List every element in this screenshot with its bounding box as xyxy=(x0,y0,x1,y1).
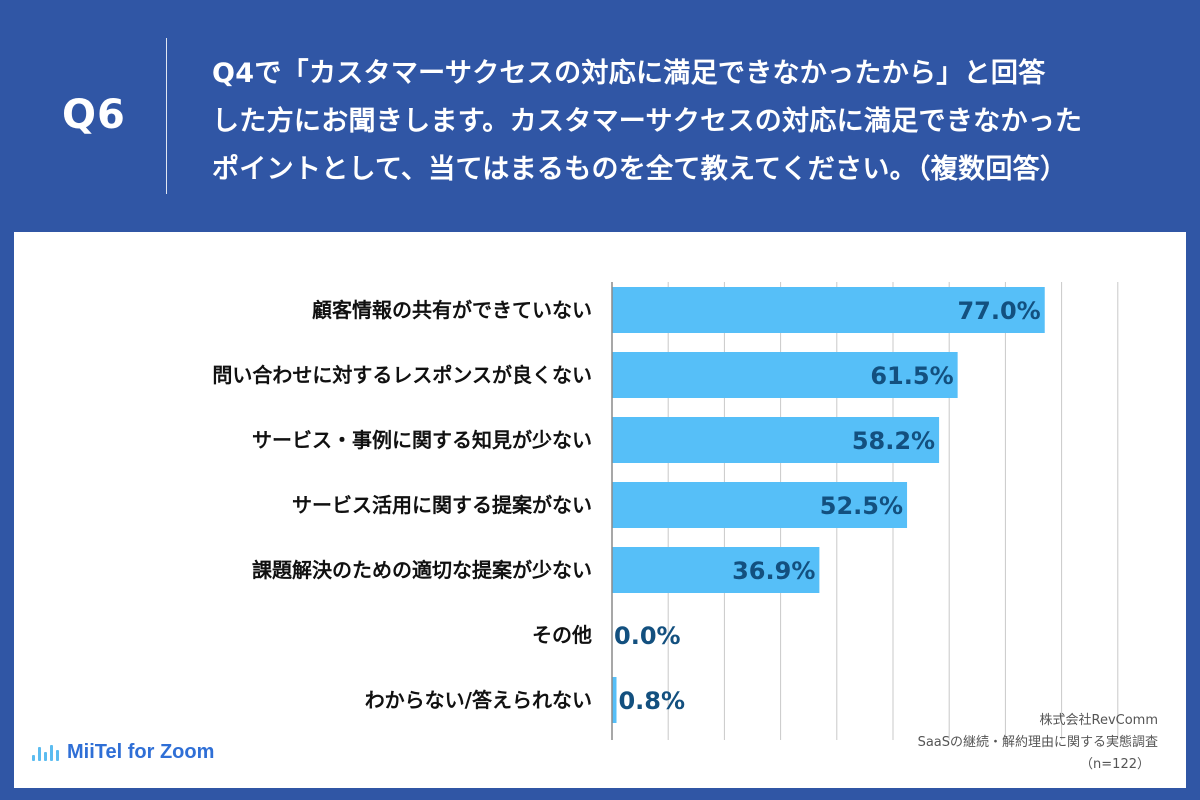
bar xyxy=(612,547,820,593)
header-divider xyxy=(166,38,167,194)
category-label: その他 xyxy=(532,623,592,647)
credit-survey: SaaSの継続・解約理由に関する実態調査 xyxy=(917,735,1158,750)
bar xyxy=(612,417,940,463)
bar-chart: 顧客情報の共有ができていない 77.0% 問い合わせに対するレスポンスが良くない 61… xyxy=(212,282,1119,740)
question-line-2: した方にお聞きします。カスタマーサクセスの対応に満足できなかった xyxy=(212,106,1083,137)
value-label: 77.0% xyxy=(957,297,1040,325)
bar xyxy=(612,287,1045,333)
value-label: 0.8% xyxy=(618,687,685,715)
value-label: 36.9% xyxy=(732,557,815,585)
header: Q6 Q4で「カスタマーサクセスの対応に満足できなかったから」と回答 した方にお… xyxy=(0,0,1200,232)
question-text: Q4で「カスタマーサクセスの対応に満足できなかったから」と回答 した方にお聞きし… xyxy=(212,50,1187,194)
question-line-1: Q4で「カスタマーサクセスの対応に満足できなかったから」と回答 xyxy=(212,58,1046,89)
category-label: わからない/答えられない xyxy=(365,688,592,712)
category-label: サービス・事例に関する知見が少ない xyxy=(252,428,592,452)
audio-bars-icon xyxy=(32,744,59,761)
question-line-3: ポイントとして、当てはまるものを全て教えてください。（複数回答） xyxy=(212,154,1068,185)
value-label: 52.5% xyxy=(820,492,903,520)
category-label: 課題解決のための適切な提案が少ない xyxy=(252,558,592,582)
value-label: 0.0% xyxy=(614,622,681,650)
bar xyxy=(612,482,908,528)
question-number: Q6 xyxy=(62,92,126,138)
bar xyxy=(612,677,617,723)
miitel-logo: MiiTel for Zoom xyxy=(32,741,214,764)
credit-block: 株式会社RevComm SaaSの継続・解約理由に関する実態調査 （n=122） xyxy=(918,710,1158,776)
value-label: 61.5% xyxy=(870,362,953,390)
category-label: 顧客情報の共有ができていない xyxy=(312,298,592,322)
value-label: 58.2% xyxy=(852,427,935,455)
category-label: サービス活用に関する提案がない xyxy=(292,493,592,517)
chart-panel: 顧客情報の共有ができていない 77.0% 問い合わせに対するレスポンスが良くない 61… xyxy=(14,232,1186,788)
credit-sample-size: （n=122） xyxy=(1080,757,1150,772)
logo-text: MiiTel for Zoom xyxy=(67,741,215,763)
category-label: 問い合わせに対するレスポンスが良くない xyxy=(212,363,592,387)
bar xyxy=(612,352,958,398)
credit-company: 株式会社RevComm xyxy=(1039,713,1159,728)
